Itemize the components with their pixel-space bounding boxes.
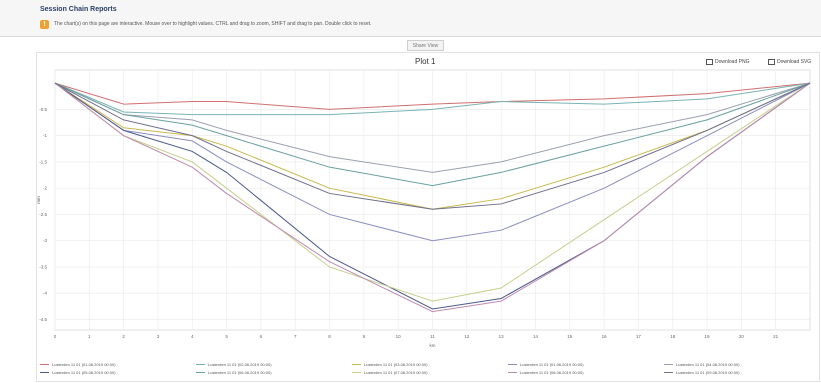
x-tick-label: 21 <box>773 334 779 339</box>
legend-swatch <box>196 371 205 374</box>
legend-label: Lusterden 11 01 (08.06.2019 00:00) <box>520 370 584 375</box>
series-line-5[interactable] <box>54 82 811 173</box>
legend-item[interactable]: Lusterden 11 01 (08.06.2019 00:00) <box>508 370 584 375</box>
page-title: Session Chain Reports <box>40 6 117 13</box>
chart-legend: Lusterden 11 01 (01.06.2019 00:00) Luster… <box>40 362 810 380</box>
download-svg-button[interactable]: Download SVG <box>768 58 811 66</box>
x-tick-label: 8 <box>328 334 331 339</box>
x-tick-label: 20 <box>739 334 745 339</box>
x-tick-label: 13 <box>499 334 505 339</box>
legend-item[interactable]: Lusterden 11 01 (05.06.2019 00:00) <box>40 370 116 375</box>
legend-swatch <box>664 363 673 366</box>
legend-item[interactable]: Lusterden 11 01 (07.06.2019 00:00) <box>352 370 428 375</box>
legend-swatch <box>196 363 205 366</box>
legend-swatch <box>508 363 517 366</box>
series-line-1[interactable] <box>54 82 811 110</box>
x-tick-label: 15 <box>567 334 573 339</box>
legend-item[interactable]: Lusterden 11 01 (03.06.2019 00:00) <box>352 362 428 367</box>
y-tick-label: -0.5 <box>39 107 47 112</box>
legend-label: Lusterden 11 01 (06.06.2019 00:00) <box>208 370 272 375</box>
x-tick-label: 9 <box>363 334 366 339</box>
image-icon <box>706 59 713 65</box>
legend-swatch <box>508 371 517 374</box>
legend-label: Lusterden 11 01 (01.06.2019 00:00) <box>520 362 584 367</box>
legend-swatch <box>352 371 361 374</box>
legend-item[interactable]: Lusterden 11 01 (01.06.2019 00:00) <box>40 362 116 367</box>
plot-title: Plot 1 <box>415 57 436 66</box>
series-line-8[interactable] <box>54 82 811 302</box>
download-png-button[interactable]: Download PNG <box>706 58 749 66</box>
x-tick-label: 3 <box>157 334 160 339</box>
x-tick-label: 17 <box>636 334 642 339</box>
x-tick-label: 12 <box>464 334 470 339</box>
x-tick-label: 11 <box>430 334 435 339</box>
legend-label: Lusterden 11 01 (07.06.2019 00:00) <box>364 370 428 375</box>
legend-label: Lusterden 11 01 (09.06.2019 00:00) <box>676 370 740 375</box>
x-tick-label: 0 <box>54 334 57 339</box>
warning-icon: ! <box>40 19 49 29</box>
y-tick-label: -3 <box>43 238 47 243</box>
legend-label: Lusterden 11 01 (03.06.2019 00:00) <box>364 362 428 367</box>
legend-swatch <box>40 363 49 366</box>
series-line-2[interactable] <box>54 82 811 116</box>
x-tick-label: 6 <box>260 334 263 339</box>
x-tick-label: 1 <box>88 334 91 339</box>
legend-item[interactable]: Lusterden 11 01 (09.06.2019 00:00) <box>664 370 740 375</box>
series-line-9[interactable] <box>54 82 811 313</box>
legend-label: Lusterden 11 01 (02.06.2019 00:00) <box>208 362 272 367</box>
y-axis-label: mm <box>36 196 41 204</box>
report-header: Session Chain Reports ! The chart(s) on … <box>0 0 821 37</box>
info-notice: ! The chart(s) on this page are interact… <box>40 17 800 31</box>
legend-label: Lusterden 11 01 (05.06.2019 00:00) <box>52 370 116 375</box>
x-tick-label: 19 <box>705 334 711 339</box>
legend-item[interactable]: Lusterden 11 01 (04.06.2019 00:00) <box>664 362 740 367</box>
y-tick-label: -4 <box>43 291 47 296</box>
legend-swatch <box>40 371 49 374</box>
y-tick-label: -3.5 <box>39 264 47 269</box>
x-tick-label: 7 <box>294 334 297 339</box>
legend-item[interactable]: Lusterden 11 01 (06.06.2019 00:00) <box>196 370 272 375</box>
legend-item[interactable]: Lusterden 11 01 (02.06.2019 00:00) <box>196 362 272 367</box>
y-tick-label: -2.5 <box>39 212 47 217</box>
series-line-7[interactable] <box>54 82 811 187</box>
notice-text: The chart(s) on this page are interactiv… <box>54 21 372 27</box>
legend-item[interactable]: Lusterden 11 01 (01.06.2019 00:00) <box>508 362 584 367</box>
x-tick-label: 18 <box>670 334 676 339</box>
legend-swatch <box>352 363 361 366</box>
download-svg-label: Download SVG <box>777 59 812 65</box>
y-tick-label: -2 <box>43 186 47 191</box>
x-tick-label: 4 <box>191 334 194 339</box>
y-tick-label: -4.5 <box>39 317 47 322</box>
x-tick-label: 10 <box>396 334 402 339</box>
y-tick-label: -1 <box>43 133 47 138</box>
series-line-3[interactable] <box>54 82 811 210</box>
series-line-10[interactable] <box>54 82 811 210</box>
x-tick-label: 2 <box>122 334 125 339</box>
legend-swatch <box>664 371 673 374</box>
x-tick-label: 5 <box>225 334 228 339</box>
x-axis-label: km <box>430 343 436 348</box>
share-view-button[interactable]: Share View <box>407 40 444 51</box>
x-tick-label: 14 <box>533 334 539 339</box>
series-line-4[interactable] <box>54 82 811 242</box>
plot-panel <box>36 52 820 382</box>
vector-icon <box>768 59 775 65</box>
legend-label: Lusterden 11 01 (04.06.2019 00:00) <box>676 362 740 367</box>
legend-label: Lusterden 11 01 (01.06.2019 00:00) <box>52 362 116 367</box>
y-tick-label: -1.5 <box>39 159 47 164</box>
download-png-label: Download PNG <box>715 59 750 65</box>
x-tick-label: 16 <box>602 334 608 339</box>
